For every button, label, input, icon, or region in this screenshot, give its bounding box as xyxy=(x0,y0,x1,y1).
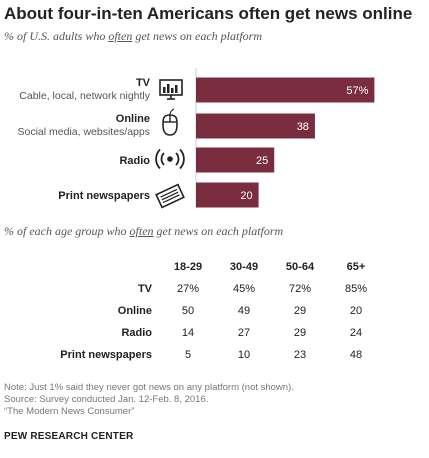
table-cell: 48 xyxy=(349,349,363,361)
row-label: Print newspapers xyxy=(60,349,152,361)
table-cell: 29 xyxy=(293,327,307,339)
table-cell: 85% xyxy=(344,283,368,295)
table-cell: 50 xyxy=(181,305,195,317)
table-row: Radio 14 27 29 24 xyxy=(0,322,384,344)
newspaper-icon xyxy=(155,183,185,209)
organization-credit: PEW RESEARCH CENTER xyxy=(4,431,134,442)
bar-value-label: 38 xyxy=(297,121,309,133)
table-cell: 10 xyxy=(237,349,251,361)
table-cell: 72% xyxy=(288,283,312,295)
table-header-row: 18-29 30-49 50-64 65+ xyxy=(0,256,384,278)
report-title-line: “The Modern News Consumer” xyxy=(4,406,135,417)
row-label: Radio xyxy=(121,327,152,339)
table-row: TV 27% 45% 72% 85% xyxy=(0,278,384,300)
chart-subtitle: % of U.S. adults who often get news on e… xyxy=(4,29,262,43)
chart-title: About four-in-ten Americans often get ne… xyxy=(4,4,413,23)
col-header-65-plus: 65+ xyxy=(346,261,366,273)
table-cell: 29 xyxy=(293,305,307,317)
table-cell: 49 xyxy=(237,305,251,317)
bar-print-newspapers xyxy=(196,182,259,208)
table-cell: 14 xyxy=(181,327,195,339)
table-row: Print newspapers 5 10 23 48 xyxy=(0,344,384,366)
bar-radio xyxy=(196,147,275,173)
note-line: Note: Just 1% said they never got news o… xyxy=(4,382,294,393)
footnote: Note: Just 1% said they never got news o… xyxy=(4,382,294,418)
table-cell: 45% xyxy=(232,283,256,295)
row-label: Online xyxy=(117,305,152,317)
category-label: TV xyxy=(136,77,151,89)
col-header-18-29: 18-29 xyxy=(173,261,203,273)
table-cell: 5 xyxy=(184,349,192,361)
category-sublabel: Cable, local, network nightly xyxy=(19,90,150,102)
category-sublabel: Social media, websites/apps xyxy=(18,126,151,138)
bar-tv xyxy=(196,77,375,103)
category-label: Print newspapers xyxy=(58,190,150,202)
radio-icon xyxy=(155,148,185,170)
bar-value-label: 20 xyxy=(240,190,252,202)
table-row: Online 50 49 29 20 xyxy=(0,300,384,322)
category-label: Radio xyxy=(119,155,150,167)
table-subtitle: % of each age group who often get news o… xyxy=(4,224,284,238)
table-cell: 27 xyxy=(237,327,251,339)
category-label: Online xyxy=(116,113,150,125)
age-group-table: 18-29 30-49 50-64 65+ TV 27% 45% 72% 85%… xyxy=(0,256,384,366)
mouse-icon xyxy=(162,108,178,136)
bar-online xyxy=(196,113,315,139)
table-corner xyxy=(0,256,160,278)
row-label: TV xyxy=(137,283,152,295)
table-cell: 23 xyxy=(293,349,307,361)
table-cell: 20 xyxy=(349,305,363,317)
bar-value-label: 25 xyxy=(256,155,268,167)
table-cell: 27% xyxy=(176,283,200,295)
source-line: Source: Survey conducted Jan. 12-Feb. 8,… xyxy=(4,394,209,405)
col-header-30-49: 30-49 xyxy=(229,261,259,273)
col-header-50-64: 50-64 xyxy=(285,261,315,273)
bar-value-label: 57% xyxy=(346,85,368,97)
tv-icon xyxy=(159,79,183,100)
table-cell: 24 xyxy=(349,327,363,339)
